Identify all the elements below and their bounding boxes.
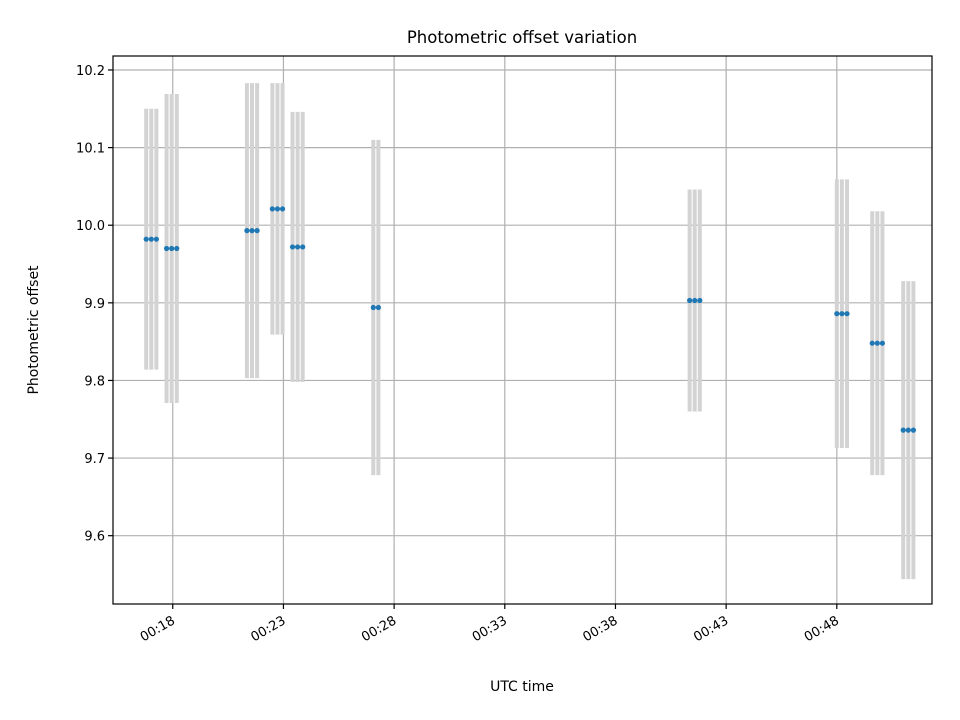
y-tick-label: 9.6 xyxy=(84,530,105,545)
x-tick-label: 00:18 xyxy=(138,613,178,645)
x-axis-title: UTC time xyxy=(490,679,554,695)
data-point xyxy=(905,427,911,433)
y-tick-label: 10.0 xyxy=(76,219,105,234)
data-point xyxy=(143,236,149,242)
data-point xyxy=(249,228,255,234)
y-axis-ticks: 9.6 9.7 9.8 9.9 10.0 10.1 10.2 xyxy=(76,64,113,545)
grid-lines xyxy=(113,56,932,604)
data-point xyxy=(844,311,850,317)
data-point xyxy=(279,206,286,212)
data-point xyxy=(148,236,154,242)
data-point xyxy=(900,427,906,433)
y-tick-label: 10.1 xyxy=(76,142,105,157)
data-points xyxy=(143,206,917,433)
data-point xyxy=(687,297,693,304)
data-point xyxy=(169,245,175,252)
data-point xyxy=(910,427,917,433)
data-point xyxy=(375,304,382,311)
y-tick-label: 9.9 xyxy=(84,297,105,312)
data-point xyxy=(295,244,301,250)
y-tick-label: 10.2 xyxy=(76,64,105,79)
data-point xyxy=(834,311,840,317)
data-point xyxy=(697,297,703,304)
data-point xyxy=(370,304,376,311)
data-point xyxy=(692,297,698,304)
data-point xyxy=(269,206,275,212)
data-point xyxy=(254,228,260,234)
x-tick-label: 00:43 xyxy=(691,613,731,645)
chart-title: Photometric offset variation xyxy=(407,28,637,47)
data-point xyxy=(244,228,250,234)
error-bars xyxy=(144,83,916,580)
y-tick-label: 9.8 xyxy=(84,374,105,389)
data-point xyxy=(839,311,845,317)
y-tick-label: 9.7 xyxy=(84,452,105,467)
data-point xyxy=(289,244,296,250)
x-tick-label: 00:48 xyxy=(802,613,842,645)
x-tick-label: 00:23 xyxy=(248,613,288,645)
data-point xyxy=(174,245,180,252)
x-axis-ticks: 00:18 00:23 00:28 00:33 00:38 00:43 00:48 xyxy=(138,604,842,645)
data-point xyxy=(274,206,281,212)
x-tick-label: 00:38 xyxy=(581,613,621,645)
data-point xyxy=(879,340,886,346)
x-tick-label: 00:28 xyxy=(359,613,399,645)
y-axis-title: Photometric offset xyxy=(26,265,42,395)
data-point xyxy=(300,244,306,250)
plot-frame xyxy=(112,55,933,605)
data-point xyxy=(163,245,170,252)
data-point xyxy=(874,340,880,346)
data-point xyxy=(153,236,159,242)
x-tick-label: 00:33 xyxy=(470,613,510,645)
data-point xyxy=(869,340,875,346)
